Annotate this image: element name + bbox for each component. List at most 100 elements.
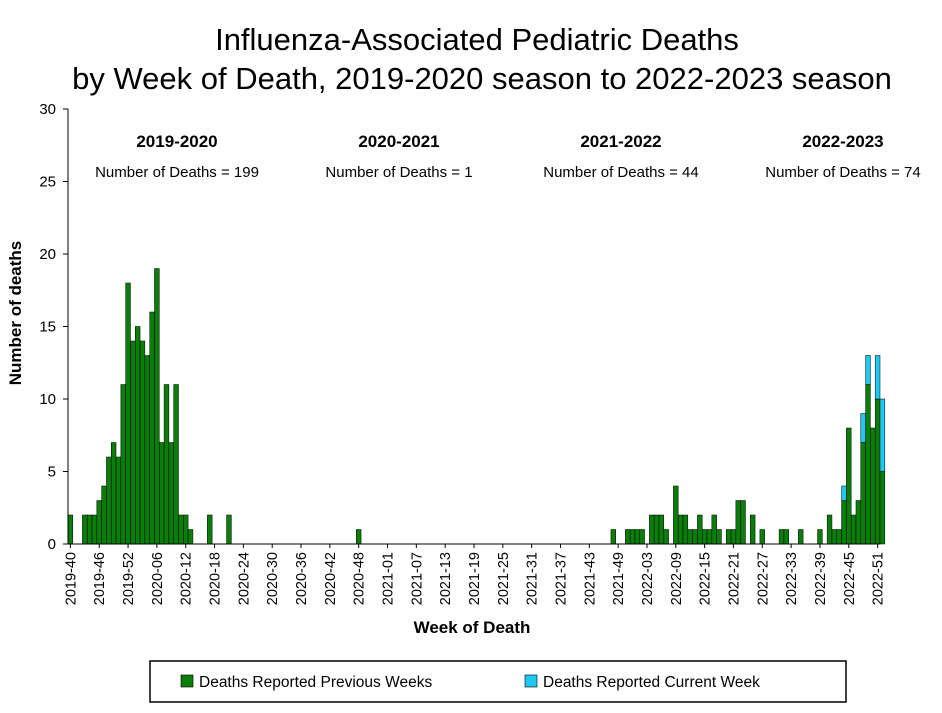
season-label-2020-2021: 2020-2021 <box>358 132 439 151</box>
chart-title-line-1: Influenza-Associated Pediatric Deaths <box>215 22 739 57</box>
x-tick-label: 2022-33 <box>784 552 800 605</box>
bar-previous-weeks-2022-25 <box>750 514 756 545</box>
x-tick-label: 2022-21 <box>727 552 743 605</box>
season-label-2022-2023: 2022-2023 <box>802 132 883 151</box>
bar-previous-weeks-2022-31 <box>778 529 785 545</box>
bar-previous-weeks-2022-16 <box>706 529 713 545</box>
x-tick-label: 2020-42 <box>323 552 339 605</box>
x-tick-label: 2019-40 <box>63 552 79 605</box>
bar-previous-weeks-2022-04 <box>649 514 655 545</box>
bar-previous-weeks-2020-21 <box>226 514 232 545</box>
bar-previous-weeks-2019-46 <box>96 500 102 545</box>
bar-previous-weeks-2020-13 <box>187 529 194 545</box>
x-tick-label: 2021-49 <box>611 552 627 605</box>
legend: Deaths Reported Previous Weeks Deaths Re… <box>149 660 847 703</box>
bar-current-week-2022-51 <box>874 355 881 400</box>
bar-previous-weeks-2022-50 <box>870 427 876 545</box>
y-tick-label: 5 <box>48 464 56 481</box>
y-tick-label: 25 <box>39 174 56 191</box>
bar-previous-weeks-2022-17 <box>711 514 717 545</box>
bar-previous-weeks-2019-45 <box>91 514 98 545</box>
season-count-2019-2020: Number of Deaths = 199 <box>95 164 259 181</box>
y-axis-ticks: 0 5 10 15 20 25 30 <box>39 101 68 553</box>
bar-previous-weeks-2022-23 <box>740 500 746 545</box>
x-tick-label: 2022-03 <box>640 552 656 605</box>
bar-previous-weeks-2022-27 <box>759 529 765 545</box>
x-tick-label: 2020-48 <box>352 552 368 605</box>
bar-previous-weeks-2022-52 <box>879 471 886 545</box>
bar-previous-weeks-2019-44 <box>86 514 93 545</box>
bar-previous-weeks-2020-04 <box>144 355 150 545</box>
bar-previous-weeks-2019-50 <box>115 456 122 545</box>
season-label-2021-2022: 2021-2022 <box>580 132 661 151</box>
bar-previous-weeks-2022-07 <box>663 529 669 545</box>
bar-previous-weeks-2021-52 <box>629 529 636 545</box>
bar-previous-weeks-2021-48 <box>610 529 616 545</box>
x-tick-label: 2021-43 <box>582 552 598 605</box>
bar-previous-weeks-2019-48 <box>106 456 112 545</box>
bar-previous-weeks-2020-17 <box>207 514 213 545</box>
bar-previous-weeks-2022-20 <box>726 529 732 545</box>
bar-previous-weeks-2020-48 <box>356 529 362 545</box>
bar-previous-weeks-2020-10 <box>173 384 179 545</box>
bar-previous-weeks-2020-05 <box>149 311 155 545</box>
bar-current-week-2022-49 <box>865 355 871 385</box>
y-tick-label: 0 <box>48 536 56 553</box>
bar-previous-weeks-2022-47 <box>855 500 862 545</box>
y-tick-label: 20 <box>39 246 56 263</box>
legend-label-previous-weeks: Deaths Reported Previous Weeks <box>199 674 432 691</box>
y-axis-title: Number of deaths <box>6 241 25 386</box>
x-tick-label: 2019-52 <box>121 552 137 605</box>
x-axis-ticks: 2019-40 2019-46 2019-52 2020-06 2020-12 2020-… <box>63 544 887 605</box>
bar-previous-weeks-2022-09 <box>673 485 679 545</box>
legend-label-current-week: Deaths Reported Current Week <box>543 674 760 691</box>
bar-current-week-2022-48 <box>860 413 866 443</box>
season-count-2020-2021: Number of Deaths = 1 <box>325 164 472 181</box>
chart-title-line-2: by Week of Death, 2019-2020 season to 20… <box>72 61 892 96</box>
x-axis-title: Week of Death <box>414 618 531 637</box>
bar-previous-weeks-2020-03 <box>139 340 146 545</box>
bar-previous-weeks-2019-49 <box>110 442 117 545</box>
bars-layer <box>67 268 886 545</box>
x-tick-label: 2019-46 <box>92 552 108 605</box>
bar-previous-weeks-2022-10 <box>677 514 684 545</box>
bar-previous-weeks-2022-43 <box>836 529 842 545</box>
season-count-2021-2022: Number of Deaths = 44 <box>543 164 699 181</box>
bar-previous-weeks-2020-11 <box>178 514 184 545</box>
bar-previous-weeks-2022-12 <box>687 529 693 545</box>
y-tick-label: 10 <box>39 391 56 408</box>
legend-swatch-previous-weeks <box>180 674 194 688</box>
x-tick-label: 2021-01 <box>381 552 397 605</box>
bar-previous-weeks-2020-12 <box>183 514 189 545</box>
bar-previous-weeks-2022-45 <box>846 427 852 545</box>
x-tick-label: 2021-13 <box>438 552 454 605</box>
season-count-2022-2023: Number of Deaths = 74 <box>765 164 921 181</box>
bar-previous-weeks-2022-41 <box>826 514 833 545</box>
x-tick-label: 2020-06 <box>150 552 166 605</box>
bar-previous-weeks-2020-09 <box>168 442 174 545</box>
season-annotations: 2019-2020 Number of Deaths = 199 2020-20… <box>95 132 921 181</box>
x-tick-label: 2020-12 <box>179 552 195 605</box>
bar-previous-weeks-2019-51 <box>120 384 126 545</box>
x-tick-label: 2020-18 <box>208 552 224 605</box>
x-tick-label: 2020-36 <box>294 552 310 605</box>
legend-frame <box>149 660 847 703</box>
bar-previous-weeks-2022-13 <box>692 529 698 545</box>
bar-previous-weeks-2022-14 <box>697 514 703 545</box>
x-tick-label: 2020-24 <box>236 552 252 605</box>
x-tick-label: 2020-30 <box>265 552 281 605</box>
bar-previous-weeks-2022-39 <box>817 529 823 545</box>
y-tick-label: 30 <box>39 101 56 118</box>
season-label-2019-2020: 2019-2020 <box>136 132 217 151</box>
bar-current-week-2022-44 <box>841 485 847 501</box>
bar-previous-weeks-2020-07 <box>159 442 165 545</box>
x-tick-label: 2022-15 <box>698 552 714 605</box>
x-tick-label: 2022-51 <box>871 552 887 605</box>
bar-previous-weeks-2022-51 <box>874 398 881 545</box>
bar-previous-weeks-2022-42 <box>831 529 838 545</box>
x-tick-label: 2022-27 <box>755 552 771 605</box>
x-tick-label: 2021-07 <box>409 552 425 605</box>
bar-previous-weeks-2022-46 <box>850 514 857 545</box>
bar-previous-weeks-2022-32 <box>783 529 789 545</box>
